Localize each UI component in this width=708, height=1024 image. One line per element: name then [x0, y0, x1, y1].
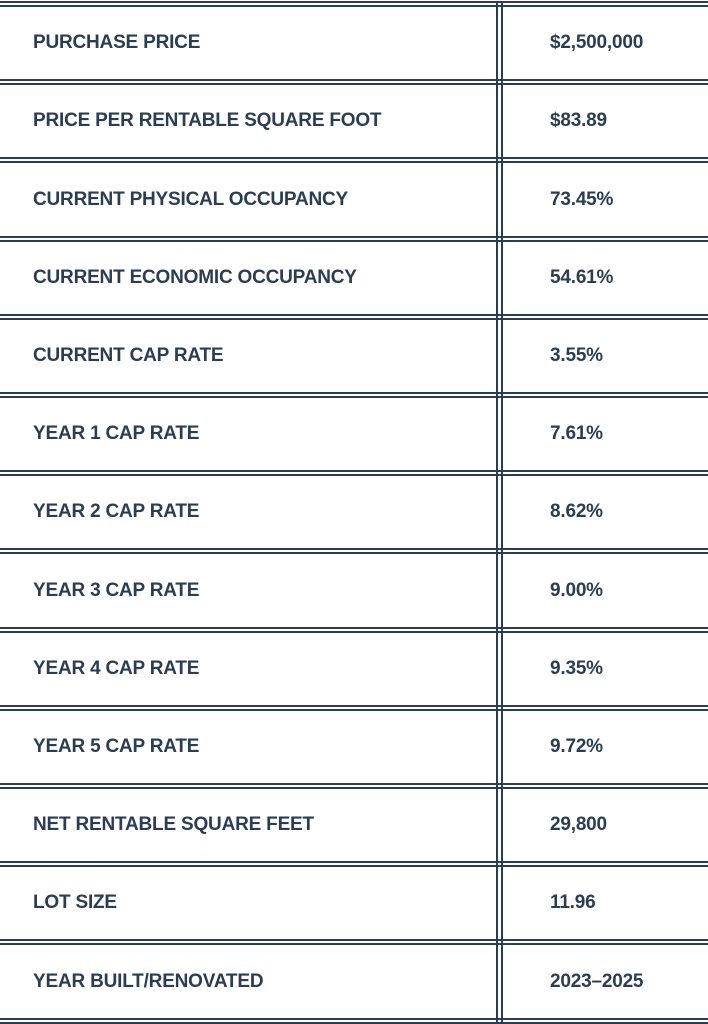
row-divider — [0, 474, 708, 477]
row-value: 7.61% — [550, 423, 603, 445]
row-value: $2,500,000 — [550, 32, 644, 54]
row-value: 8.62% — [550, 501, 603, 523]
row-divider — [0, 313, 708, 316]
row-divider — [0, 79, 708, 82]
row-label: NET RENTABLE SQUARE FEET — [33, 814, 314, 836]
row-value: 73.45% — [550, 188, 614, 210]
row-label: YEAR 3 CAP RATE — [33, 579, 200, 601]
row-divider — [0, 865, 708, 868]
row-value: 9.35% — [550, 657, 603, 679]
row-divider — [0, 1, 708, 3]
row-divider — [0, 861, 708, 864]
row-value: 29,800 — [550, 814, 607, 836]
row-value: $83.89 — [550, 110, 607, 132]
row-value: 9.72% — [550, 735, 603, 757]
row-divider — [0, 1017, 708, 1020]
row-value: 54.61% — [550, 266, 614, 288]
row-divider — [0, 939, 708, 942]
row-divider — [0, 239, 708, 242]
row-value: 3.55% — [550, 344, 603, 366]
row-divider — [0, 317, 708, 320]
row-label: CURRENT ECONOMIC OCCUPANCY — [33, 266, 357, 288]
row-divider — [0, 161, 708, 164]
row-value: 9.00% — [550, 579, 603, 601]
row-divider — [0, 552, 708, 555]
row-divider — [0, 1021, 708, 1024]
row-label: CURRENT CAP RATE — [33, 344, 224, 366]
row-label: YEAR 5 CAP RATE — [33, 735, 200, 757]
row-divider — [0, 5, 708, 7]
row-label: YEAR 1 CAP RATE — [33, 423, 200, 445]
row-divider — [0, 704, 708, 707]
row-label: YEAR 4 CAP RATE — [33, 657, 200, 679]
column-divider — [501, 1, 503, 1023]
row-label: LOT SIZE — [33, 892, 117, 914]
row-divider — [0, 83, 708, 86]
row-divider — [0, 396, 708, 398]
row-divider — [0, 783, 708, 785]
row-divider — [0, 787, 708, 789]
row-divider — [0, 548, 708, 551]
row-divider — [0, 392, 708, 394]
row-divider — [0, 626, 708, 629]
row-label: YEAR BUILT/RENOVATED — [33, 970, 264, 992]
row-value: 2023–2025 — [550, 970, 644, 992]
row-label: PRICE PER RENTABLE SQUARE FOOT — [33, 110, 382, 132]
row-label: CURRENT PHYSICAL OCCUPANCY — [33, 188, 349, 210]
row-label: PURCHASE PRICE — [33, 32, 201, 54]
row-divider — [0, 470, 708, 473]
row-divider — [0, 235, 708, 238]
column-divider — [496, 1, 498, 1023]
row-divider — [0, 943, 708, 946]
row-divider — [0, 630, 708, 633]
row-label: YEAR 2 CAP RATE — [33, 501, 200, 523]
row-value: 11.96 — [550, 892, 596, 914]
row-divider — [0, 157, 708, 160]
row-divider — [0, 708, 708, 711]
